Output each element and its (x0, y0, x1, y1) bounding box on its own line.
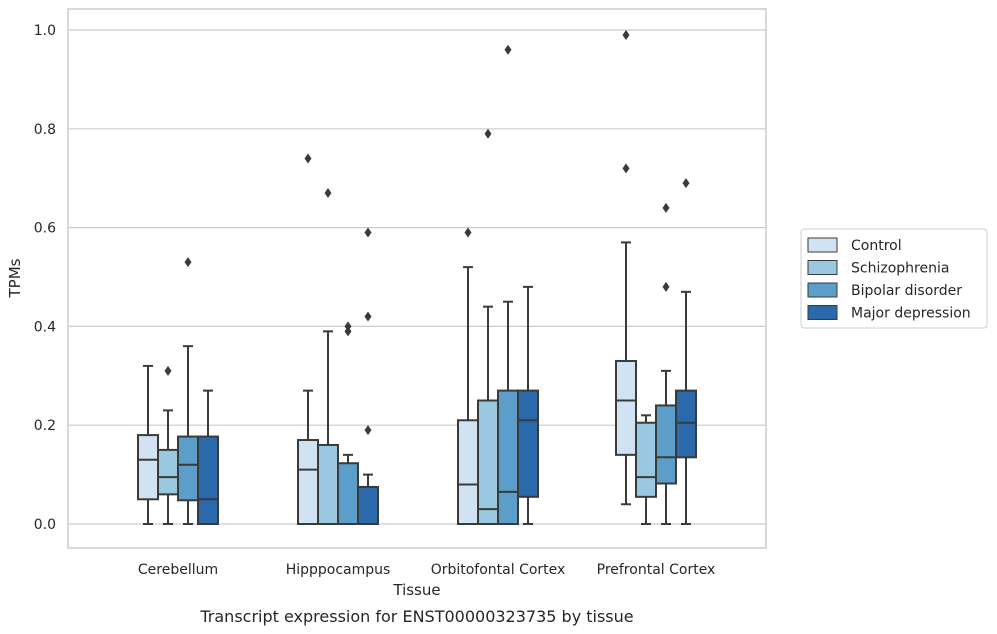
box-control (457, 227, 479, 526)
outlier-point (504, 44, 512, 55)
legend-swatch (807, 237, 838, 253)
box-bipolar-disorder (655, 202, 677, 525)
box-major-depression (675, 178, 697, 525)
box-iqr (497, 389, 519, 525)
x-tick-label: Orbitofontal Cortex (431, 562, 566, 578)
outlier-point (184, 257, 192, 268)
outlier-point (344, 321, 352, 332)
outlier-point (364, 311, 372, 322)
box-control (297, 153, 319, 525)
outlier-point (464, 227, 472, 238)
outlier-point (682, 178, 690, 189)
box-iqr (675, 389, 697, 459)
box-control (137, 364, 159, 525)
box-iqr (357, 485, 379, 526)
x-axis-ticks: Cerebellum Hipppocampus Orbitofontal Corte… (138, 562, 715, 578)
y-tick-label: 1.0 (34, 23, 56, 39)
box-iqr (517, 389, 539, 498)
box-iqr (615, 359, 637, 456)
outlier-point (304, 153, 312, 164)
legend-swatch (807, 282, 838, 298)
box-iqr (317, 443, 339, 525)
box-schizophrenia (157, 365, 179, 525)
box-bipolar-disorder (337, 321, 359, 526)
y-tick-label: 0.0 (34, 517, 56, 533)
box-iqr (477, 399, 499, 525)
box-iqr (635, 421, 657, 498)
legend-label: Schizophrenia (851, 261, 949, 277)
outlier-point (364, 425, 372, 436)
legend: Control Schizophrenia Bipolar disorder Majo… (800, 228, 988, 329)
outlier-point (662, 281, 670, 292)
legend-label: Bipolar disorder (851, 283, 962, 299)
box-iqr (197, 435, 219, 526)
box-schizophrenia (635, 414, 657, 525)
legend-label: Major depression (851, 306, 971, 322)
box-major-depression (517, 285, 539, 525)
y-tick-label: 0.6 (34, 221, 56, 237)
box-iqr (337, 462, 359, 526)
outlier-point (164, 365, 172, 376)
box-schizophrenia (477, 128, 499, 525)
y-axis-ticks: 0.0 0.2 0.4 0.6 0.8 1.0 (34, 23, 56, 533)
legend-label: Control (851, 238, 902, 254)
chart-caption: Transcript expression for ENST0000032373… (199, 607, 633, 626)
outlier-point (622, 29, 630, 40)
box-bipolar-disorder (177, 257, 199, 525)
box-iqr (137, 434, 159, 501)
x-tick-label: Prefrontal Cortex (597, 562, 716, 578)
outlier-point (622, 163, 630, 174)
x-tick-label: Cerebellum (138, 562, 218, 578)
outlier-point (364, 227, 372, 238)
box-bipolar-disorder (497, 44, 519, 525)
box-iqr (177, 435, 199, 502)
plot-frame (67, 8, 767, 549)
box-iqr (297, 439, 319, 525)
box-major-depression (197, 389, 219, 526)
box-iqr (457, 419, 479, 526)
y-tick-label: 0.8 (34, 122, 56, 138)
legend-swatch (807, 305, 838, 320)
box-iqr (157, 448, 179, 496)
outlier-point (484, 128, 492, 139)
x-axis-label: Tissue (392, 581, 440, 599)
box-major-depression (357, 227, 379, 526)
box-control (615, 29, 637, 506)
box-schizophrenia (317, 188, 339, 525)
y-axis-label: TPMs (6, 258, 24, 298)
outlier-point (662, 202, 670, 213)
legend-frame (800, 228, 988, 329)
outlier-point (324, 188, 332, 199)
x-tick-label: Hipppocampus (286, 562, 391, 578)
legend-swatch (807, 260, 838, 275)
box-iqr (655, 404, 677, 485)
y-tick-label: 0.4 (34, 319, 56, 335)
y-tick-label: 0.2 (34, 418, 56, 434)
plot-area (137, 29, 697, 526)
